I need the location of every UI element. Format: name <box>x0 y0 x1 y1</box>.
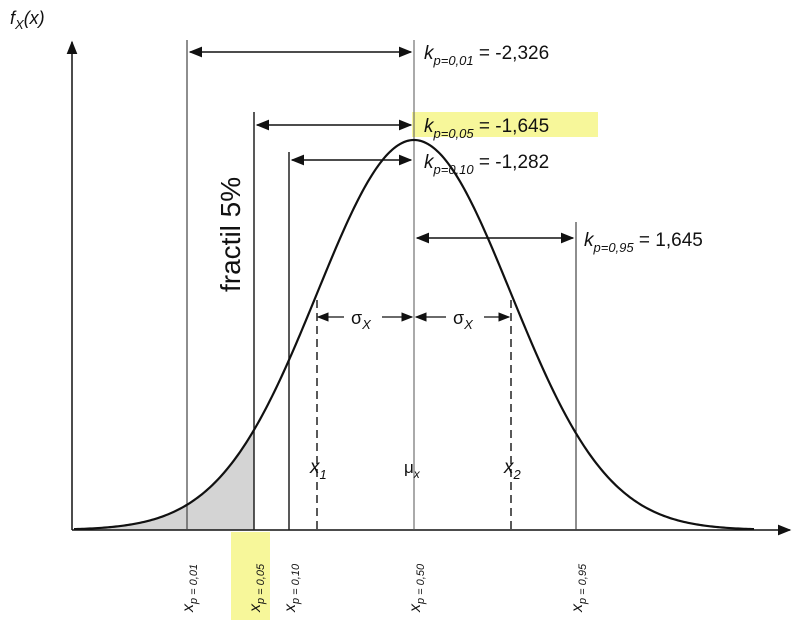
lower-tail-area <box>74 429 254 530</box>
highlight-xp005 <box>231 532 270 620</box>
x2-label: x2 <box>503 457 522 482</box>
mean-label: μx <box>404 458 421 481</box>
sigma-label-right: σX <box>453 308 474 332</box>
x1-label: x1 <box>309 457 327 482</box>
tick-xp010: xp = 0,10 <box>282 563 302 613</box>
tick-xp050: xp = 0,50 <box>407 563 427 613</box>
highlight-k005 <box>412 112 598 137</box>
density-curve <box>73 138 755 531</box>
label-k010: kp=0,10 = -1,282 <box>424 152 549 177</box>
tick-xp005: xp = 0,05 <box>247 563 267 613</box>
label-k095: kp=0,95 = 1,645 <box>584 230 703 255</box>
label-k005: kp=0,05 = -1,645 <box>424 116 549 141</box>
sigma-label-left: σX <box>351 308 372 332</box>
fractile-label: fractil 5% <box>215 177 246 292</box>
y-axis-label: fX(x) <box>10 8 45 32</box>
tick-xp095: xp = 0,95 <box>569 563 589 613</box>
label-k001: kp=0,01 = -2,326 <box>424 43 549 68</box>
tick-xp001: xp = 0,01 <box>180 564 200 613</box>
